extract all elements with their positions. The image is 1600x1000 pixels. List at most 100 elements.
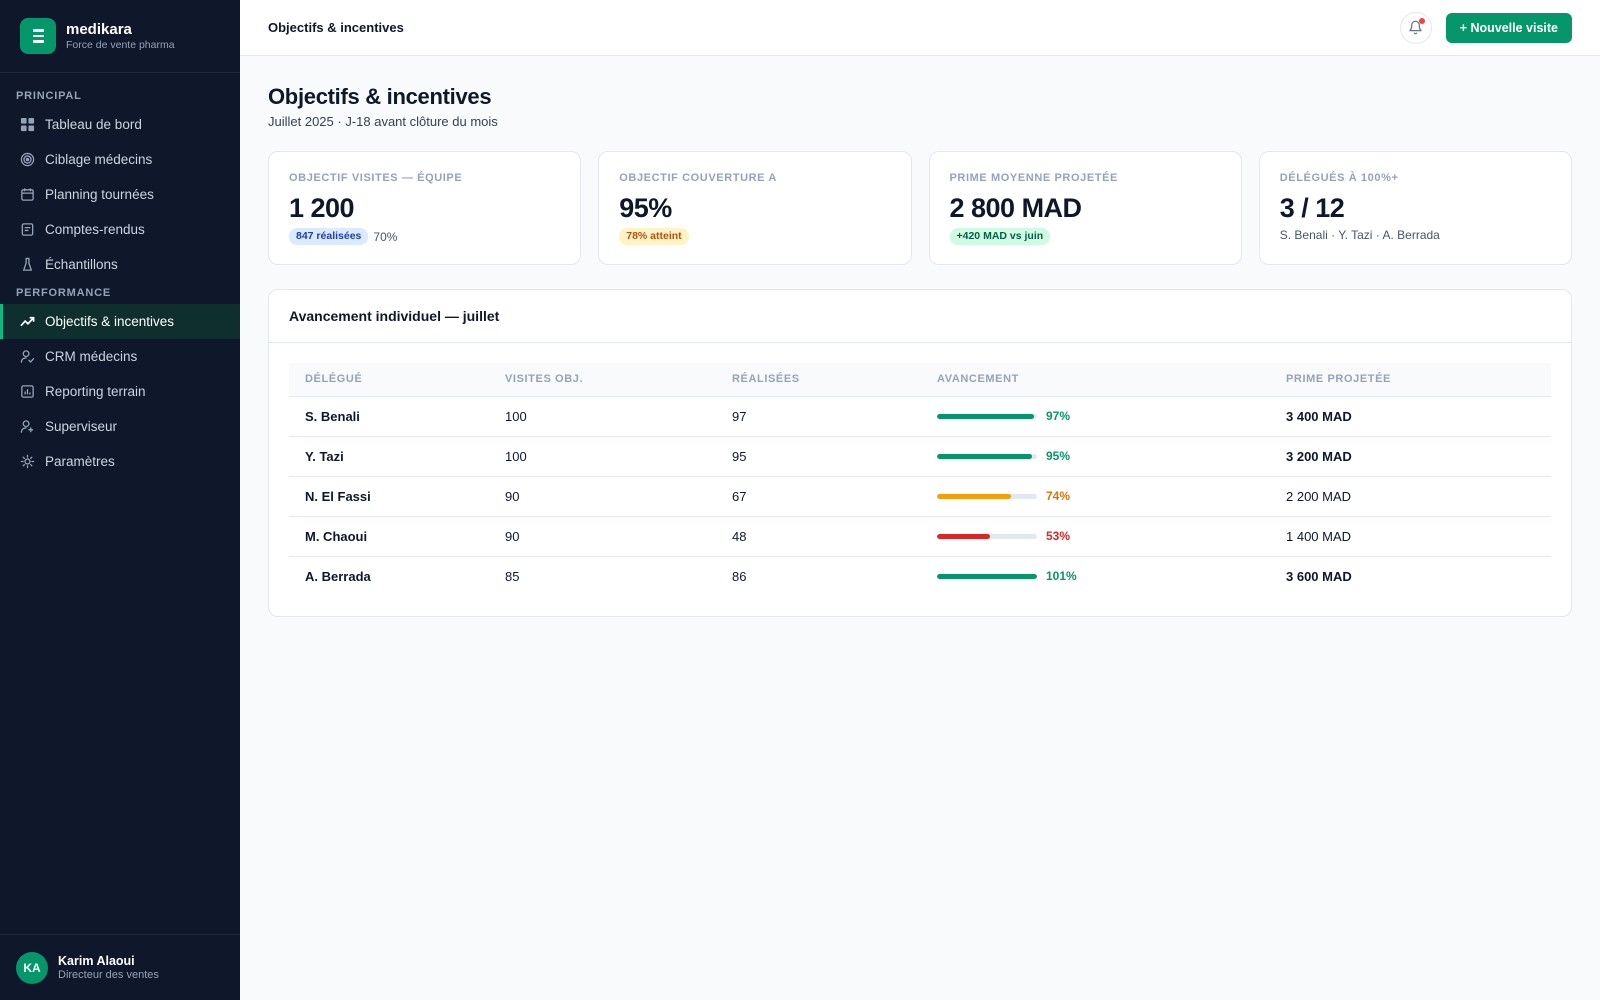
progress-fill	[937, 533, 990, 539]
card-title: Avancement individuel — juillet	[269, 290, 1571, 343]
progress-percent: 53%	[1046, 529, 1071, 543]
visits-done: 97	[716, 396, 921, 437]
bell-icon	[1409, 20, 1422, 35]
topbar-title: Objectifs & incentives	[268, 20, 404, 35]
visits-done: 48	[716, 516, 921, 557]
menu-logo-icon	[20, 18, 56, 54]
progress-percent: 74%	[1046, 489, 1071, 503]
sidebar-item-echantillons[interactable]: Échantillons	[0, 247, 240, 282]
table-row[interactable]: S. Benali 100 97 97% 3 400 MAD	[289, 396, 1551, 437]
kpi-badge: 847 réalisées	[289, 228, 369, 245]
sidebar-item-label: Tableau de bord	[45, 117, 142, 132]
new-visit-button[interactable]: + Nouvelle visite	[1445, 12, 1572, 43]
column-header-delegue[interactable]: DÉLÉGUÉ	[289, 363, 489, 397]
visits-objective: 90	[489, 476, 716, 517]
sidebar-item-label: Reporting terrain	[45, 384, 146, 399]
kpi-card: OBJECTIF VISITES — ÉQUIPE 1 200 847 réal…	[268, 151, 582, 265]
sidebar-item-label: Comptes-rendus	[45, 222, 145, 237]
main-content: Objectifs & incentives Juillet 2025 · J-…	[268, 56, 1572, 617]
sidebar-item-label: Paramètres	[45, 454, 115, 469]
sidebar-item-reporting-terrain[interactable]: Reporting terrain	[0, 374, 240, 409]
avatar: KA	[16, 951, 48, 984]
sidebar-item-crm-medecins[interactable]: CRM médecins	[0, 339, 240, 374]
settings-sun-icon	[20, 454, 35, 469]
notifications-button[interactable]	[1399, 11, 1432, 44]
kpi-label: PRIME MOYENNE PROJETÉE	[949, 172, 1118, 184]
sidebar-item-ciblage-medecins[interactable]: Ciblage médecins	[0, 142, 240, 177]
bar-chart-icon	[20, 384, 35, 399]
progress-bar	[937, 573, 1037, 579]
brand[interactable]: medikara Force de vente pharma	[0, 0, 240, 73]
table-row[interactable]: N. El Fassi 90 67 74% 2 200 MAD	[289, 476, 1551, 517]
delegate-name: S. Benali	[289, 396, 489, 437]
page-title: Objectifs & incentives	[268, 84, 492, 109]
column-header-visites-obj[interactable]: VISITES OBJ.	[489, 363, 716, 397]
kpi-badge: 78% atteint	[619, 228, 689, 245]
dashboard-grid-icon	[20, 117, 35, 132]
kpi-label: OBJECTIF VISITES — ÉQUIPE	[289, 172, 463, 184]
projected-bonus: 3 200 MAD	[1270, 436, 1551, 477]
delegate-name: N. El Fassi	[289, 476, 489, 517]
sidebar-item-comptes-rendus[interactable]: Comptes-rendus	[0, 212, 240, 247]
kpi-footer: 847 réalisées 70%	[289, 228, 560, 245]
kpi-footer: S. Benali · Y. Tazi · A. Berrada	[1280, 228, 1551, 242]
calendar-icon	[20, 187, 35, 202]
user-name: Karim Alaoui	[58, 953, 135, 968]
sidebar-item-objectifs-incentives[interactable]: Objectifs & incentives	[0, 304, 240, 339]
kpi-note: 70%	[373, 229, 398, 244]
kpi-card: PRIME MOYENNE PROJETÉE 2 800 MAD +420 MA…	[928, 151, 1242, 265]
progress-fill	[937, 573, 1037, 579]
visits-done: 67	[716, 476, 921, 517]
kpi-label: DÉLÉGUÉS À 100%+	[1279, 172, 1399, 184]
brand-name: medikara	[66, 21, 132, 38]
sidebar-item-superviseur[interactable]: Superviseur	[0, 409, 240, 444]
sidebar-item-tableau-de-bord[interactable]: Tableau de bord	[0, 107, 240, 142]
user-cog-icon	[20, 419, 35, 434]
nav-section-title: PERFORMANCE	[16, 287, 111, 299]
kpi-value: 2 800 MAD	[949, 193, 1083, 223]
table-row[interactable]: Y. Tazi 100 95 95% 3 200 MAD	[289, 436, 1551, 477]
sidebar-item-parametres[interactable]: Paramètres	[0, 444, 240, 479]
sidebar-item-label: Échantillons	[45, 257, 118, 272]
kpi-footer: 78% atteint	[619, 228, 890, 245]
sidebar-item-label: Superviseur	[45, 419, 118, 434]
progress-cell: 95%	[921, 436, 1270, 477]
target-icon	[20, 152, 35, 167]
column-header-realisees[interactable]: RÉALISÉES	[716, 363, 921, 397]
sidebar-item-label: Objectifs & incentives	[45, 314, 175, 329]
progress-fill	[937, 413, 1034, 419]
progress-bar	[937, 453, 1037, 459]
visits-done: 95	[716, 436, 921, 477]
sidebar-item-planning-tournees[interactable]: Planning tournées	[0, 177, 240, 212]
visits-objective: 85	[505, 568, 520, 584]
column-header-prime-projetee[interactable]: PRIME PROJETÉE	[1270, 363, 1551, 397]
progress-percent: 101%	[1046, 569, 1077, 584]
user-role: Directeur des ventes	[58, 968, 159, 981]
column-header-avancement[interactable]: AVANCEMENT	[921, 363, 1270, 397]
table-header-row: DÉLÉGUÉ VISITES OBJ. RÉALISÉES AVANCEMENT PR…	[289, 363, 1551, 397]
progress-bar	[937, 533, 1037, 539]
table-row[interactable]: A. Berrada 85 86 101% 3 600 MAD	[289, 556, 1551, 596]
kpi-value: 95%	[619, 193, 672, 223]
kpi-label: OBJECTIF COUVERTURE A	[619, 172, 777, 184]
sidebar-item-label: Ciblage médecins	[45, 152, 153, 167]
sidebar-nav: PRINCIPAL Tableau de bord Ciblage médecins…	[0, 85, 240, 479]
visits-done: 86	[732, 568, 747, 584]
progress-cell: 53%	[921, 516, 1270, 557]
sidebar: medikara Force de vente pharma PRINCIPAL…	[0, 0, 240, 1000]
progress-percent: 95%	[1046, 449, 1071, 463]
projected-bonus: 1 400 MAD	[1270, 516, 1551, 557]
kpi-card: DÉLÉGUÉS À 100%+ 3 / 12 S. Benali · Y. T…	[1258, 151, 1572, 265]
progress-cell: 74%	[921, 476, 1270, 517]
report-document-icon	[20, 222, 35, 237]
kpi-value: 3 / 12	[1279, 193, 1345, 223]
progress-cell: 101%	[921, 556, 1270, 596]
user-profile[interactable]: KA Karim Alaoui Directeur des ventes	[0, 934, 240, 1000]
projected-bonus: 3 400 MAD	[1270, 396, 1551, 437]
progress-cell: 97%	[921, 396, 1270, 437]
progress-percent: 97%	[1046, 409, 1071, 423]
nav-section-title: PRINCIPAL	[16, 90, 82, 102]
kpi-note: S. Benali · Y. Tazi · A. Berrada	[1279, 228, 1440, 242]
progress-table-card: Avancement individuel — juillet DÉLÉGUÉ V…	[268, 289, 1572, 617]
table-row[interactable]: M. Chaoui 90 48 53% 1 400 MAD	[289, 516, 1551, 557]
